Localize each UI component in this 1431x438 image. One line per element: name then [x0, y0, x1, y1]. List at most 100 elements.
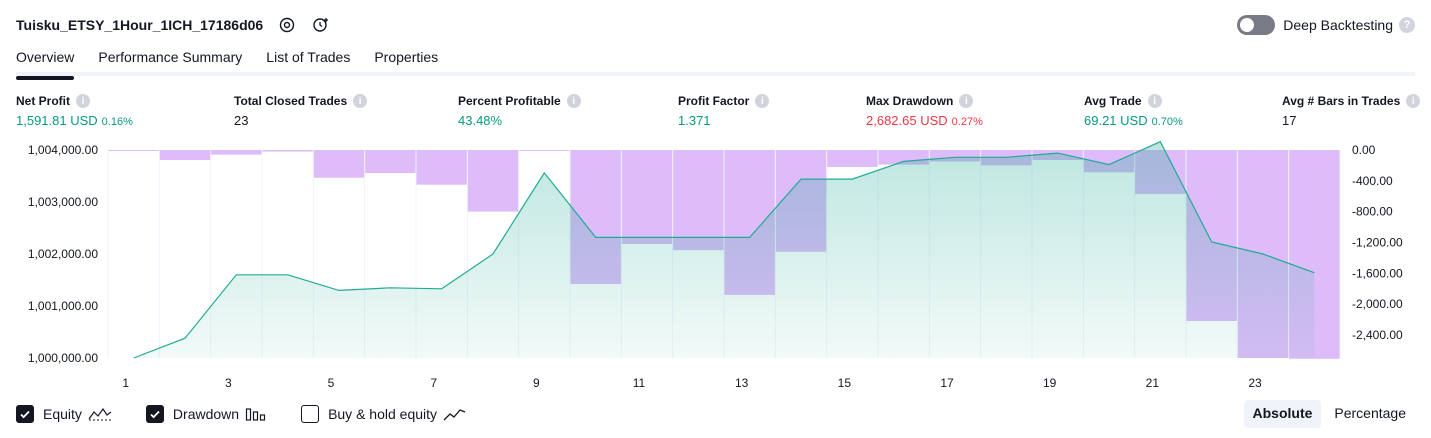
equity-line	[133, 140, 1315, 359]
right-axis-tick-label: -1,600.00	[1352, 266, 1403, 280]
x-axis-tick-label: 7	[430, 376, 437, 390]
metric-percent-profitable: Percent Profitable i 43.48%	[458, 94, 581, 128]
drawdown-bar	[467, 150, 519, 212]
drawdown-bar	[673, 150, 724, 251]
drawdown-bars-icon	[245, 406, 267, 422]
equity-checkbox[interactable]	[16, 405, 34, 423]
tab-list-of-trades[interactable]: List of Trades	[266, 49, 351, 65]
strategy-name: Tuisku_ETSY_1Hour_1ICH_17186d06	[16, 17, 264, 33]
drawdown-bar	[365, 150, 416, 174]
percentage-button[interactable]: Percentage	[1334, 405, 1406, 421]
right-axis-tick-label: -2,400.00	[1352, 328, 1403, 342]
left-axis-tick-label: 1,000,000.00	[28, 351, 98, 365]
x-axis-tick-label: 11	[633, 376, 646, 390]
metrics-row: Net Profit i 1,591.81 USD 0.16% Total Clos…	[0, 94, 1431, 134]
deep-backtesting: Deep Backtesting ?	[1237, 12, 1415, 38]
info-icon[interactable]: i	[1406, 94, 1421, 108]
metric-max-drawdown: Max Drawdown i 2,682.65 USD 0.27%	[866, 94, 983, 128]
equity-toggle[interactable]: Equity	[16, 405, 112, 423]
metric-net-profit: Net Profit i 1,591.81 USD 0.16%	[16, 94, 133, 128]
x-axis-tick-label: 3	[225, 376, 232, 390]
drawdown-bar	[416, 150, 467, 185]
x-axis-tick-label: 23	[1248, 376, 1262, 390]
info-icon[interactable]: i	[755, 94, 770, 108]
drawdown-bar	[313, 150, 365, 178]
x-axis-tick-label: 13	[735, 376, 749, 390]
buy-hold-toggle[interactable]: Buy & hold equity	[301, 405, 467, 423]
add-alert-icon[interactable]	[311, 15, 331, 35]
buy-hold-label: Buy & hold equity	[328, 406, 438, 422]
right-axis-tick-label: -800.00	[1352, 205, 1393, 219]
settings-icon[interactable]	[277, 15, 297, 35]
metric-percent: 0.16%	[101, 116, 133, 128]
tab-performance-summary[interactable]: Performance Summary	[98, 49, 243, 65]
right-axis-tick-label: 0.00	[1352, 143, 1376, 157]
metric-percent: 0.70%	[1151, 116, 1183, 128]
x-axis-tick-label: 17	[940, 376, 954, 390]
drawdown-toggle[interactable]: Drawdown	[145, 405, 267, 423]
drawdown-bar	[621, 150, 673, 244]
info-icon[interactable]: i	[959, 94, 974, 108]
equity-area-icon	[88, 406, 112, 422]
metric-profit-factor: Profit Factor i 1.371	[678, 94, 770, 128]
metric-value: 17	[1282, 113, 1297, 128]
right-axis-tick-label: -400.00	[1352, 174, 1393, 188]
deep-backtesting-toggle[interactable]	[1237, 15, 1276, 35]
metric-avg-bars-in-trades: Avg # Bars in Trades i 17	[1282, 94, 1421, 128]
metric-label: Percent Profitable	[458, 94, 561, 108]
metric-value: 1,591.81 USD	[16, 113, 98, 128]
x-axis-tick-label: 1	[122, 376, 129, 390]
drawdown-bar	[827, 150, 878, 167]
drawdown-bar	[108, 150, 159, 151]
drawdown-bar	[262, 150, 313, 152]
tab-overview[interactable]: Overview	[16, 44, 75, 80]
info-icon[interactable]: i	[1147, 94, 1162, 108]
equity-area	[133, 141, 1315, 358]
left-axis-tick-label: 1,004,000.00	[28, 143, 98, 157]
tab-properties[interactable]: Properties	[374, 49, 439, 65]
x-axis-tick-label: 15	[838, 376, 852, 390]
right-axis-tick-label: -1,200.00	[1352, 235, 1403, 249]
equity-drawdown-chart[interactable]: 1,004,000.00 1,003,000.00 1,002,000.00 1,00…	[0, 140, 1431, 395]
metric-value: 2,682.65 USD	[866, 113, 948, 128]
metric-label: Max Drawdown	[866, 94, 954, 108]
x-axis-tick-label: 21	[1146, 376, 1160, 390]
drawdown-bar	[211, 150, 262, 155]
metric-value: 69.21 USD	[1084, 113, 1148, 128]
metric-total-closed-trades: Total Closed Trades i 23	[234, 94, 368, 128]
buy-hold-checkbox[interactable]	[301, 405, 320, 423]
left-axis-tick-label: 1,003,000.00	[28, 195, 98, 209]
info-icon[interactable]: i	[76, 94, 90, 108]
scale-mode-switch: Absolute Percentage	[1240, 400, 1416, 428]
equity-label: Equity	[43, 406, 82, 422]
metric-label: Avg # Bars in Trades	[1282, 94, 1401, 108]
drawdown-bar	[159, 150, 211, 161]
x-axis-tick-label: 5	[328, 376, 335, 390]
metric-label: Net Profit	[16, 94, 70, 108]
x-axis-tick-label: 19	[1043, 376, 1057, 390]
metric-label: Total Closed Trades	[234, 94, 348, 108]
metric-percent: 0.27%	[951, 116, 983, 128]
right-axis-tick-label: -2,000.00	[1352, 297, 1403, 311]
drawdown-label: Drawdown	[172, 406, 240, 422]
buy-hold-line-icon	[443, 406, 467, 422]
help-icon[interactable]: ?	[1399, 17, 1415, 33]
drawdown-bar	[519, 150, 570, 151]
info-icon[interactable]: i	[566, 94, 581, 108]
drawdown-checkbox[interactable]	[145, 405, 164, 423]
metric-label: Avg Trade	[1084, 94, 1142, 108]
strategy-header: Tuisku_ETSY_1Hour_1ICH_17186d06	[16, 12, 331, 38]
info-icon[interactable]: i	[353, 94, 368, 108]
metric-avg-trade: Avg Trade i 69.21 USD 0.70%	[1084, 94, 1183, 128]
left-axis-tick-label: 1,001,000.00	[28, 299, 98, 313]
chart-legend: Equity Drawdown Buy & hold equity	[16, 401, 501, 427]
metric-label: Profit Factor	[678, 94, 750, 108]
deep-backtesting-label: Deep Backtesting	[1283, 17, 1393, 33]
left-axis-tick-label: 1,002,000.00	[28, 247, 98, 261]
report-tabs: Overview Performance Summary List of Tra…	[16, 44, 1415, 80]
x-axis-tick-label: 9	[533, 376, 540, 390]
drawdown-bar	[929, 150, 981, 162]
metric-value: 43.48%	[458, 113, 503, 128]
absolute-button[interactable]: Absolute	[1243, 400, 1322, 428]
metric-value: 23	[234, 113, 249, 128]
